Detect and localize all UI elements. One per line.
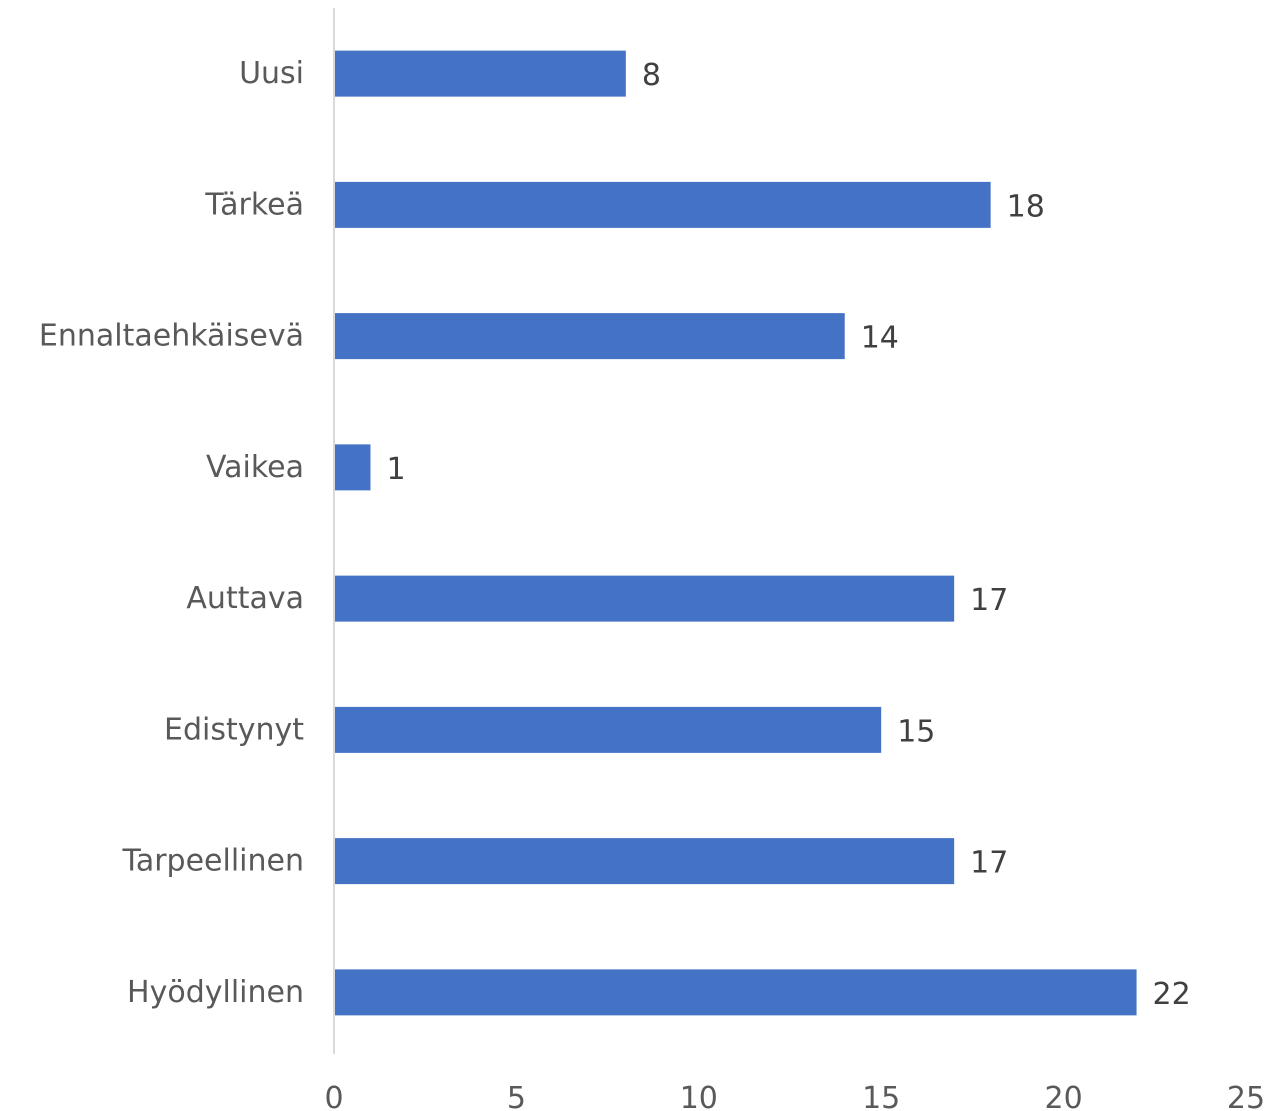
category-label: Tarpeellinen bbox=[121, 844, 304, 879]
category-label: Uusi bbox=[239, 56, 304, 91]
data-labels: 8 18 14 1 17 15 17 22 bbox=[386, 58, 1190, 1012]
bar-2 bbox=[334, 313, 845, 360]
x-tick-label: 25 bbox=[1227, 1081, 1265, 1111]
category-label: Tärkeä bbox=[204, 187, 304, 222]
bars-layer bbox=[334, 50, 1137, 1016]
bar-0 bbox=[334, 50, 626, 97]
bar-4 bbox=[334, 575, 955, 622]
bar-3 bbox=[334, 444, 371, 491]
x-tick-label: 20 bbox=[1045, 1081, 1083, 1111]
x-tick-label: 10 bbox=[680, 1081, 718, 1111]
category-label: Auttava bbox=[186, 581, 304, 616]
data-label: 18 bbox=[1007, 189, 1045, 224]
data-label: 1 bbox=[386, 452, 405, 487]
category-label: Ennaltaehkäisevä bbox=[39, 319, 304, 354]
data-label: 17 bbox=[970, 583, 1008, 618]
category-label: Vaikea bbox=[206, 450, 304, 485]
data-label: 14 bbox=[861, 321, 899, 356]
data-label: 8 bbox=[642, 58, 661, 93]
category-label: Edistynyt bbox=[164, 712, 304, 747]
value-axis-tick-labels: 0 5 10 15 20 25 bbox=[324, 1081, 1265, 1111]
bar-6 bbox=[334, 838, 955, 885]
data-label: 22 bbox=[1153, 977, 1191, 1012]
bar-5 bbox=[334, 706, 882, 753]
category-label: Hyödyllinen bbox=[127, 975, 304, 1010]
bar-1 bbox=[334, 181, 991, 228]
data-label: 15 bbox=[897, 714, 935, 749]
bar-7 bbox=[334, 969, 1137, 1016]
x-tick-label: 15 bbox=[862, 1081, 900, 1111]
data-label: 17 bbox=[970, 846, 1008, 881]
category-labels: Uusi Tärkeä Ennaltaehkäisevä Vaikea Auttava E… bbox=[39, 56, 304, 1010]
x-tick-label: 0 bbox=[324, 1081, 343, 1111]
x-tick-label: 5 bbox=[507, 1081, 526, 1111]
